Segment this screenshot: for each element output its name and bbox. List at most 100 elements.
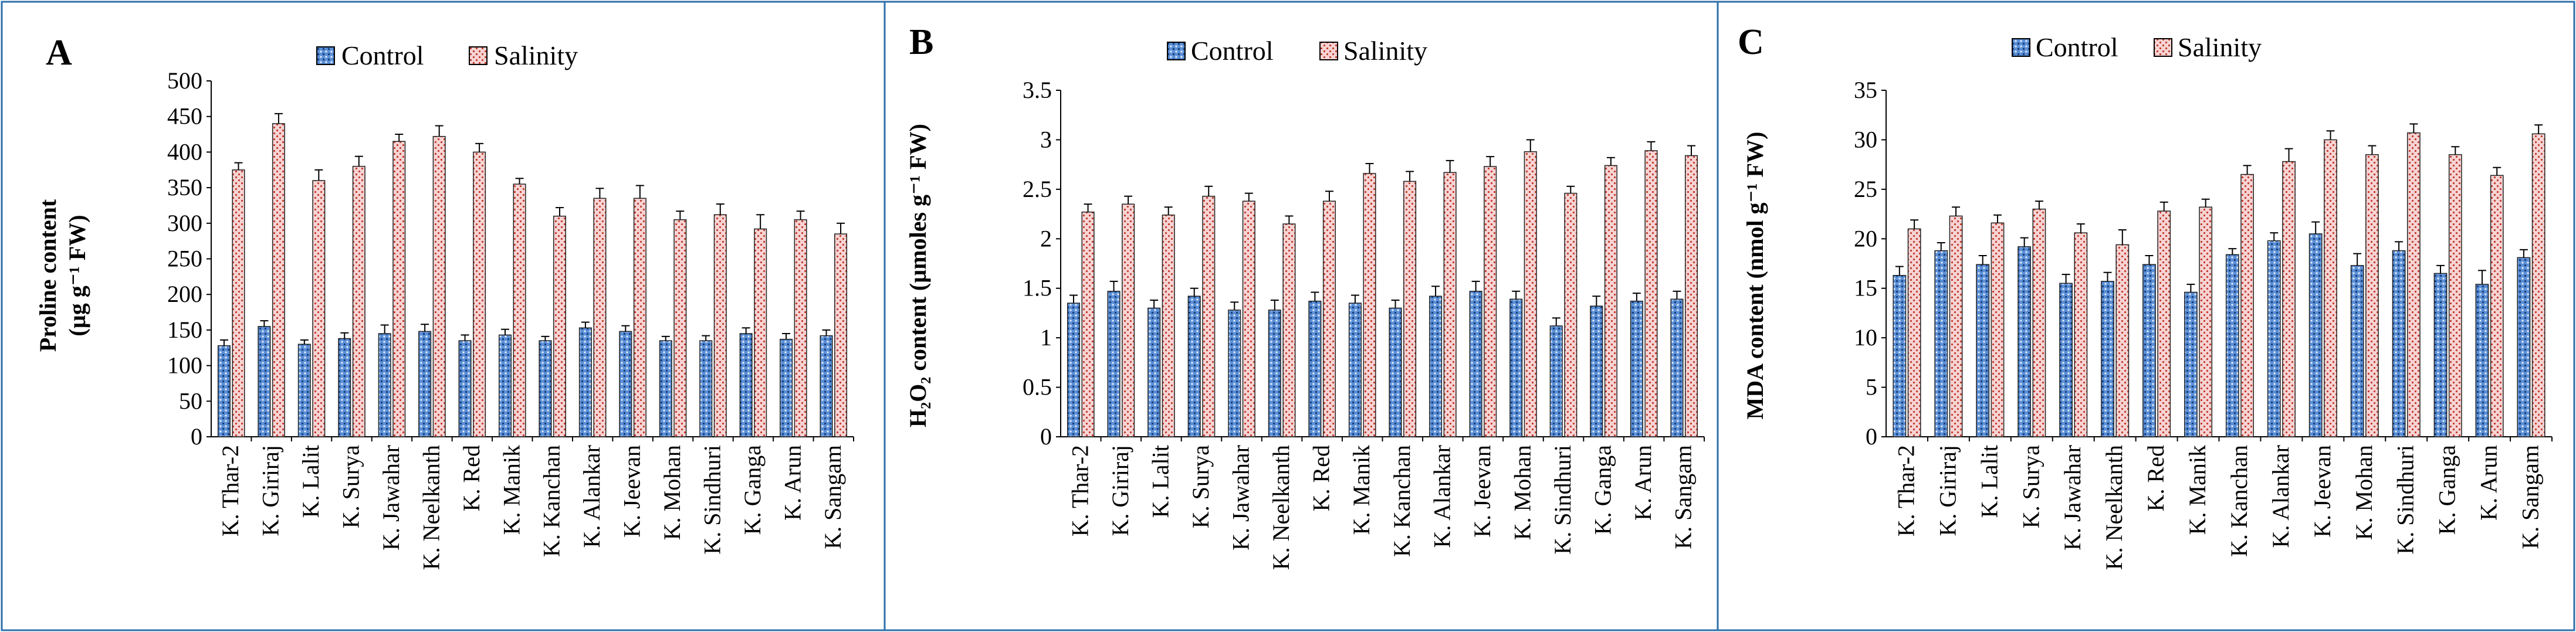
panel-a-ytick-label: 150 xyxy=(167,317,202,343)
panel-b-bar-control xyxy=(1228,310,1241,437)
panel-b-bar-salinity xyxy=(1122,203,1135,437)
panel-a-xtick-label: K. Sindhuri xyxy=(699,445,725,555)
panel-b-bar-salinity xyxy=(1684,155,1698,437)
panel-b-legend: Control Salinity xyxy=(1167,36,1427,66)
panel-a-bar-salinity xyxy=(553,215,566,437)
panel-b-bar-salinity xyxy=(1644,150,1658,437)
panel-c-ytick-label: 15 xyxy=(1854,275,1877,301)
panel-a-bar-control xyxy=(217,345,231,437)
panel-c-ytick-label: 25 xyxy=(1854,176,1877,202)
panel-a-ytick-label: 250 xyxy=(167,246,202,272)
panel-a-xtick-label: K. Red xyxy=(458,445,485,511)
panel-a-bar-salinity xyxy=(633,198,646,437)
panel-c-xtick-label: K. Kanchan xyxy=(2226,445,2252,557)
panel-c-xtick-label: K. Manik xyxy=(2184,445,2211,535)
legend-salinity-label: Salinity xyxy=(2178,32,2262,62)
panel-a-xtick-label: K. Sangam xyxy=(820,445,846,549)
panel-a-xtick-label: K. Ganga xyxy=(739,445,766,535)
panel-a-ytick-label: 100 xyxy=(167,352,202,379)
panel-c-bar-salinity xyxy=(2032,208,2046,437)
panel-a-ytick-label: 200 xyxy=(167,281,202,307)
panel-b-bar-control xyxy=(1067,303,1081,437)
panel-a-bar-salinity xyxy=(713,214,727,437)
panel-c-xtick-label: K. Jeevan xyxy=(2309,445,2335,538)
panel-a-ytick-label: 300 xyxy=(167,210,202,236)
panel-c-bar-salinity xyxy=(1991,222,2005,437)
panel-c-bar-salinity xyxy=(2199,206,2213,437)
panel-a-xtick-label: K. Kanchan xyxy=(539,445,565,557)
legend-salinity-swatch xyxy=(1319,42,1338,60)
panel-a-xtick-label: K. Alankar xyxy=(578,445,605,548)
panel-a-bar-control xyxy=(418,331,432,437)
panel-a-bar-control xyxy=(739,333,753,437)
panel-a-ytick-label: 450 xyxy=(167,103,202,130)
panel-b-xtick-label: K. Arun xyxy=(1630,445,1656,521)
panel-b-bar-salinity xyxy=(1363,173,1376,437)
panel-b-xtick-label: K. Neelkanth xyxy=(1268,445,1294,570)
panel-a-xtick-label: K. Giriraj xyxy=(258,445,284,536)
panel-c-ytick-label: 35 xyxy=(1854,77,1877,103)
panel-c-xtick-label: K. Lalit xyxy=(1976,445,2002,518)
panel-a-bar-salinity xyxy=(312,180,326,437)
legend-control-label: Control xyxy=(2036,32,2118,62)
panel-b-bar-salinity xyxy=(1524,151,1537,437)
panel-b-bar-control xyxy=(1107,291,1121,437)
panel-a-bar-control xyxy=(458,340,472,437)
panel-b-bar-salinity xyxy=(1322,201,1336,437)
panel-b-xtick-label: K. Red xyxy=(1308,445,1335,511)
panel-c-bar-control xyxy=(2475,284,2489,437)
panel-c-bar-salinity xyxy=(2074,232,2088,437)
panel-a-ytick-label: 0 xyxy=(191,423,202,450)
panel-c-ytick-label: 5 xyxy=(1866,374,1877,400)
panel-b-bar-control xyxy=(1549,325,1563,437)
panel-b-bar-control xyxy=(1509,298,1523,437)
panel-c-bar-control xyxy=(1893,275,1907,437)
panel-a-xtick-label: K. Mohan xyxy=(659,445,685,540)
panel-c-bar-control xyxy=(1976,264,1990,437)
panel-a-bar-salinity xyxy=(593,198,607,437)
panel-a-bar-control xyxy=(699,340,713,437)
panel-c-xtick-label: K. Mohan xyxy=(2351,445,2377,540)
panel-b-bar-control xyxy=(1469,291,1482,437)
panel-a-xtick-label: K. Surya xyxy=(338,445,364,528)
panel-a-bar-salinity xyxy=(513,184,526,437)
panel-c-bar-salinity xyxy=(2490,175,2504,437)
panel-b-xtick-label: K. Ganga xyxy=(1590,445,1616,535)
panel-c-bar-salinity xyxy=(2365,154,2379,437)
panel-a-bar-salinity xyxy=(473,151,486,437)
panel-a-bar-control xyxy=(297,344,311,437)
legend-salinity-label: Salinity xyxy=(1343,36,1427,66)
panel-c-xtick-label: K. Arun xyxy=(2476,445,2502,521)
panel-b-xtick-label: K. Surya xyxy=(1187,445,1214,528)
legend-control-swatch xyxy=(1167,42,1186,60)
panel-c-ytick-label: 0 xyxy=(1866,423,1877,450)
panel-a-letter: A xyxy=(46,33,72,73)
panel-b-xtick-label: K. Giriraj xyxy=(1107,445,1133,536)
panel-c-bar-control xyxy=(2350,265,2364,437)
panel-c-bar-control xyxy=(2392,250,2406,437)
panel-a-xtick-label: K. Thar-2 xyxy=(217,445,243,536)
panel-c-bar-salinity xyxy=(2406,132,2421,437)
panel-a-bar-salinity xyxy=(834,233,848,437)
panel-a-xtick-label: K. Jeevan xyxy=(619,445,645,538)
panel-a-bar-control xyxy=(499,334,512,437)
panel-c-bar-control xyxy=(2059,283,2073,437)
panel-c-bar-salinity xyxy=(2157,210,2171,437)
panel-b-bar-control xyxy=(1308,300,1322,437)
panel-a-plot: 0 50 100 150 200 250 300 350 400 450 500 K. Thar-2 K… xyxy=(167,67,854,570)
panel-b-bar-control xyxy=(1630,300,1643,437)
panel-a-bar-salinity xyxy=(432,135,446,437)
panel-a-bar-control xyxy=(539,340,552,437)
panel-b-bar-salinity xyxy=(1162,215,1175,437)
panel-c-xtick-label: K. Thar-2 xyxy=(1893,445,1919,536)
panel-b-xtick-label: K. Lalit xyxy=(1147,445,1173,518)
panel-c-bar-control xyxy=(2225,254,2239,437)
panel-a-xtick-label: K. Manik xyxy=(498,445,524,535)
panel-b-bar-control xyxy=(1147,307,1161,437)
panel-a-ytick-label: 350 xyxy=(167,174,202,201)
legend-salinity-swatch xyxy=(2154,38,2172,57)
panel-b-xtick-label: K. Jeevan xyxy=(1469,445,1495,538)
panel-c-bar-salinity xyxy=(2448,154,2462,437)
panel-c-xtick-label: K. Sindhuri xyxy=(2392,445,2419,555)
panel-c-ytick-label: 10 xyxy=(1854,324,1877,351)
